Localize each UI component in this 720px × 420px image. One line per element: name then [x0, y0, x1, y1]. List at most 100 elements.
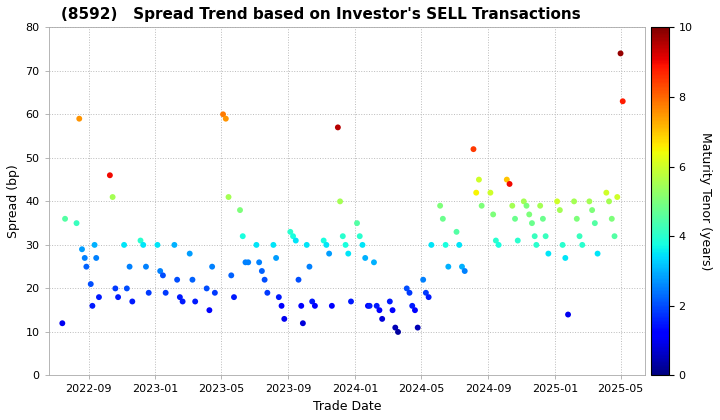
- Point: [86, 302, 98, 309]
- Point: [138, 241, 149, 248]
- Point: [521, 202, 532, 209]
- Point: [189, 298, 201, 305]
- Point: [562, 311, 574, 318]
- Point: [343, 250, 354, 257]
- Point: [295, 302, 307, 309]
- Point: [323, 250, 335, 257]
- Point: [337, 233, 348, 239]
- Point: [412, 324, 423, 331]
- Point: [93, 294, 104, 300]
- Point: [234, 207, 246, 213]
- Point: [404, 289, 415, 296]
- Point: [287, 233, 299, 239]
- Y-axis label: Maturity Tenor (years): Maturity Tenor (years): [699, 132, 712, 270]
- Point: [253, 259, 265, 266]
- Point: [368, 259, 379, 266]
- Point: [351, 220, 363, 226]
- Point: [290, 237, 302, 244]
- Point: [470, 189, 482, 196]
- Point: [109, 285, 121, 292]
- Point: [507, 202, 518, 209]
- Y-axis label: Spread (bp): Spread (bp): [7, 165, 20, 238]
- Point: [237, 233, 248, 239]
- Point: [362, 302, 374, 309]
- Point: [57, 320, 68, 327]
- Point: [79, 255, 91, 261]
- Point: [118, 241, 130, 248]
- Point: [526, 220, 538, 226]
- Point: [273, 294, 284, 300]
- Point: [600, 189, 612, 196]
- Point: [171, 276, 183, 283]
- Point: [320, 241, 332, 248]
- Point: [440, 241, 451, 248]
- Point: [332, 124, 343, 131]
- Point: [568, 198, 580, 205]
- Point: [270, 255, 282, 261]
- Point: [356, 241, 368, 248]
- Point: [512, 237, 523, 244]
- Point: [76, 246, 88, 252]
- Point: [577, 241, 588, 248]
- Point: [531, 241, 542, 248]
- Point: [154, 268, 166, 274]
- Point: [603, 198, 615, 205]
- Text: (8592)   Spread Trend based on Investor's SELL Transactions: (8592) Spread Trend based on Investor's …: [60, 7, 580, 22]
- Point: [225, 272, 237, 279]
- Point: [207, 263, 218, 270]
- Point: [107, 194, 118, 200]
- Point: [222, 194, 234, 200]
- Point: [143, 289, 155, 296]
- Point: [592, 250, 603, 257]
- Point: [518, 198, 529, 205]
- Point: [529, 233, 541, 239]
- Point: [476, 202, 487, 209]
- Point: [73, 116, 85, 122]
- Point: [127, 298, 138, 305]
- Point: [220, 116, 232, 122]
- Point: [504, 181, 516, 187]
- Point: [160, 289, 171, 296]
- Point: [374, 307, 385, 314]
- Point: [554, 207, 566, 213]
- Point: [304, 263, 315, 270]
- Point: [423, 294, 434, 300]
- Point: [434, 202, 446, 209]
- Point: [340, 241, 351, 248]
- Point: [256, 268, 268, 274]
- Point: [345, 298, 356, 305]
- Point: [121, 285, 132, 292]
- Point: [534, 202, 546, 209]
- Point: [268, 241, 279, 248]
- Point: [490, 237, 502, 244]
- Point: [297, 320, 309, 327]
- Point: [586, 207, 598, 213]
- Point: [468, 146, 480, 152]
- Point: [509, 215, 521, 222]
- Point: [71, 220, 82, 226]
- Point: [364, 302, 375, 309]
- Point: [384, 298, 395, 305]
- Point: [89, 241, 100, 248]
- Point: [293, 276, 305, 283]
- Point: [228, 294, 240, 300]
- Point: [201, 285, 212, 292]
- Point: [152, 241, 163, 248]
- Point: [443, 263, 454, 270]
- Point: [454, 241, 465, 248]
- Point: [377, 315, 388, 322]
- Point: [617, 98, 629, 105]
- Point: [301, 241, 312, 248]
- Point: [426, 241, 437, 248]
- Point: [611, 194, 623, 200]
- Point: [104, 172, 116, 178]
- Point: [401, 285, 413, 292]
- Point: [59, 215, 71, 222]
- Point: [81, 263, 92, 270]
- Point: [307, 298, 318, 305]
- Point: [390, 324, 401, 331]
- Point: [157, 272, 168, 279]
- Point: [354, 233, 366, 239]
- Point: [584, 198, 595, 205]
- Point: [523, 211, 535, 218]
